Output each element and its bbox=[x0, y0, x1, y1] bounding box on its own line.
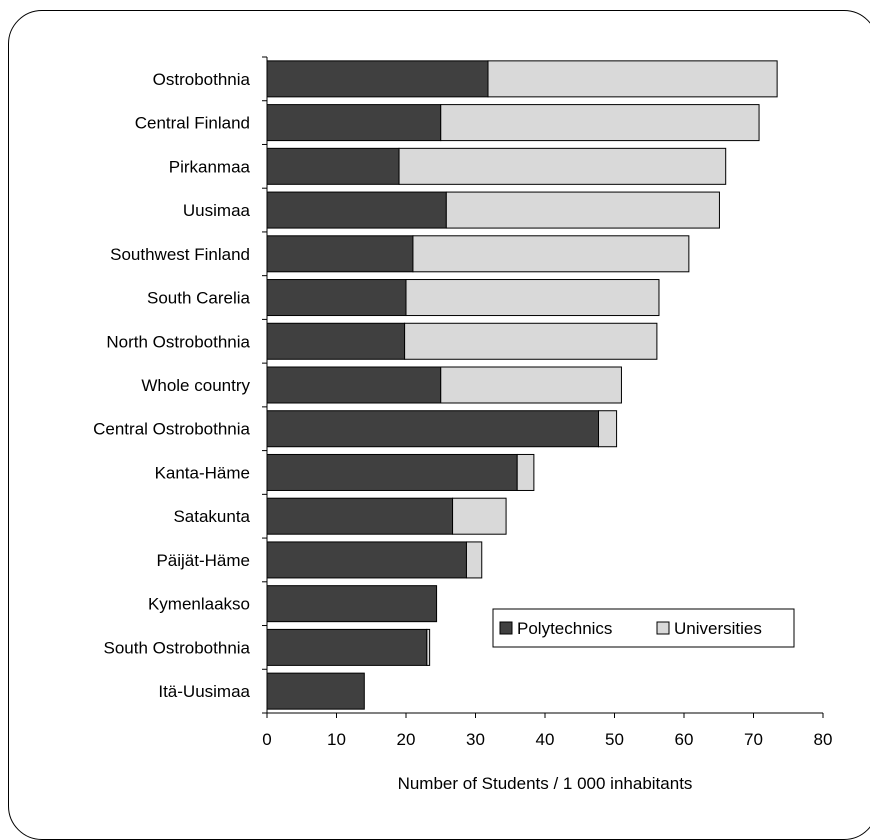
x-tick-label: 0 bbox=[262, 730, 271, 749]
bar-polytechnics-1 bbox=[266, 104, 442, 142]
bar-polytechnics-5 bbox=[266, 279, 407, 317]
bar-universities-13 bbox=[426, 628, 431, 666]
category-label: Kymenlaakso bbox=[148, 595, 250, 614]
bar-polytechnics-0 bbox=[266, 60, 489, 98]
legend-label-polytechnics: Polytechnics bbox=[517, 619, 612, 638]
x-axis-title: Number of Students / 1 000 inhabitants bbox=[398, 774, 693, 793]
x-tick-label: 50 bbox=[605, 730, 624, 749]
legend-label-universities: Universities bbox=[674, 619, 762, 638]
bar-universities-5 bbox=[405, 279, 660, 317]
category-label: Uusimaa bbox=[183, 201, 251, 220]
x-tick-label: 20 bbox=[397, 730, 416, 749]
bar-polytechnics-10 bbox=[266, 497, 454, 535]
category-label: South Carelia bbox=[147, 289, 251, 308]
category-label: Itä-Uusimaa bbox=[158, 682, 250, 701]
bar-universities-10 bbox=[452, 497, 507, 535]
bars-group bbox=[266, 60, 778, 710]
tick-marks bbox=[262, 56, 824, 718]
bar-universities-0 bbox=[487, 60, 778, 98]
bar-universities-3 bbox=[445, 191, 720, 229]
x-tick-label: 60 bbox=[675, 730, 694, 749]
bar-polytechnics-7 bbox=[266, 366, 442, 404]
x-tick-label: 10 bbox=[327, 730, 346, 749]
category-label: Satakunta bbox=[173, 507, 250, 526]
category-label: Kanta-Häme bbox=[155, 463, 250, 482]
bar-universities-2 bbox=[398, 147, 727, 185]
bar-polytechnics-4 bbox=[266, 235, 414, 273]
x-tick-label: 70 bbox=[744, 730, 763, 749]
category-label: North Ostrobothnia bbox=[106, 332, 250, 351]
bar-universities-6 bbox=[404, 322, 658, 360]
legend: Polytechnics Universities bbox=[492, 608, 795, 648]
category-label: Whole country bbox=[141, 376, 250, 395]
category-labels: Ostrobothnia Central Finland Pirkanmaa Uusi… bbox=[93, 70, 250, 701]
category-label: Pirkanmaa bbox=[169, 157, 251, 176]
bar-polytechnics-12 bbox=[266, 585, 438, 623]
bar-polytechnics-11 bbox=[266, 541, 467, 579]
bar-universities-11 bbox=[465, 541, 483, 579]
bar-polytechnics-8 bbox=[266, 410, 600, 448]
x-tick-label: 30 bbox=[466, 730, 485, 749]
category-label: South Ostrobothnia bbox=[104, 638, 251, 657]
category-label: Southwest Finland bbox=[110, 245, 250, 264]
bar-universities-8 bbox=[598, 410, 618, 448]
bar-polytechnics-2 bbox=[266, 147, 400, 185]
x-tick-labels: 0 10 20 30 40 50 60 70 80 bbox=[262, 730, 832, 749]
bar-polytechnics-6 bbox=[266, 322, 406, 360]
bar-polytechnics-13 bbox=[266, 628, 428, 666]
x-tick-label: 40 bbox=[536, 730, 555, 749]
bar-universities-1 bbox=[440, 104, 760, 142]
bar-universities-4 bbox=[412, 235, 690, 273]
category-label: Ostrobothnia bbox=[153, 70, 251, 89]
bar-polytechnics-9 bbox=[266, 453, 518, 491]
legend-box bbox=[492, 608, 795, 648]
bar-universities-7 bbox=[440, 366, 622, 404]
bar-universities-9 bbox=[516, 453, 535, 491]
bar-polytechnics-14 bbox=[266, 672, 365, 710]
x-tick-label: 80 bbox=[814, 730, 833, 749]
category-label: Central Finland bbox=[135, 114, 250, 133]
category-label: Central Ostrobothnia bbox=[93, 420, 250, 439]
legend-swatch-polytechnics bbox=[499, 621, 513, 635]
bar-polytechnics-3 bbox=[266, 191, 447, 229]
category-label: Päijät-Häme bbox=[156, 551, 250, 570]
legend-swatch-universities bbox=[656, 621, 670, 635]
